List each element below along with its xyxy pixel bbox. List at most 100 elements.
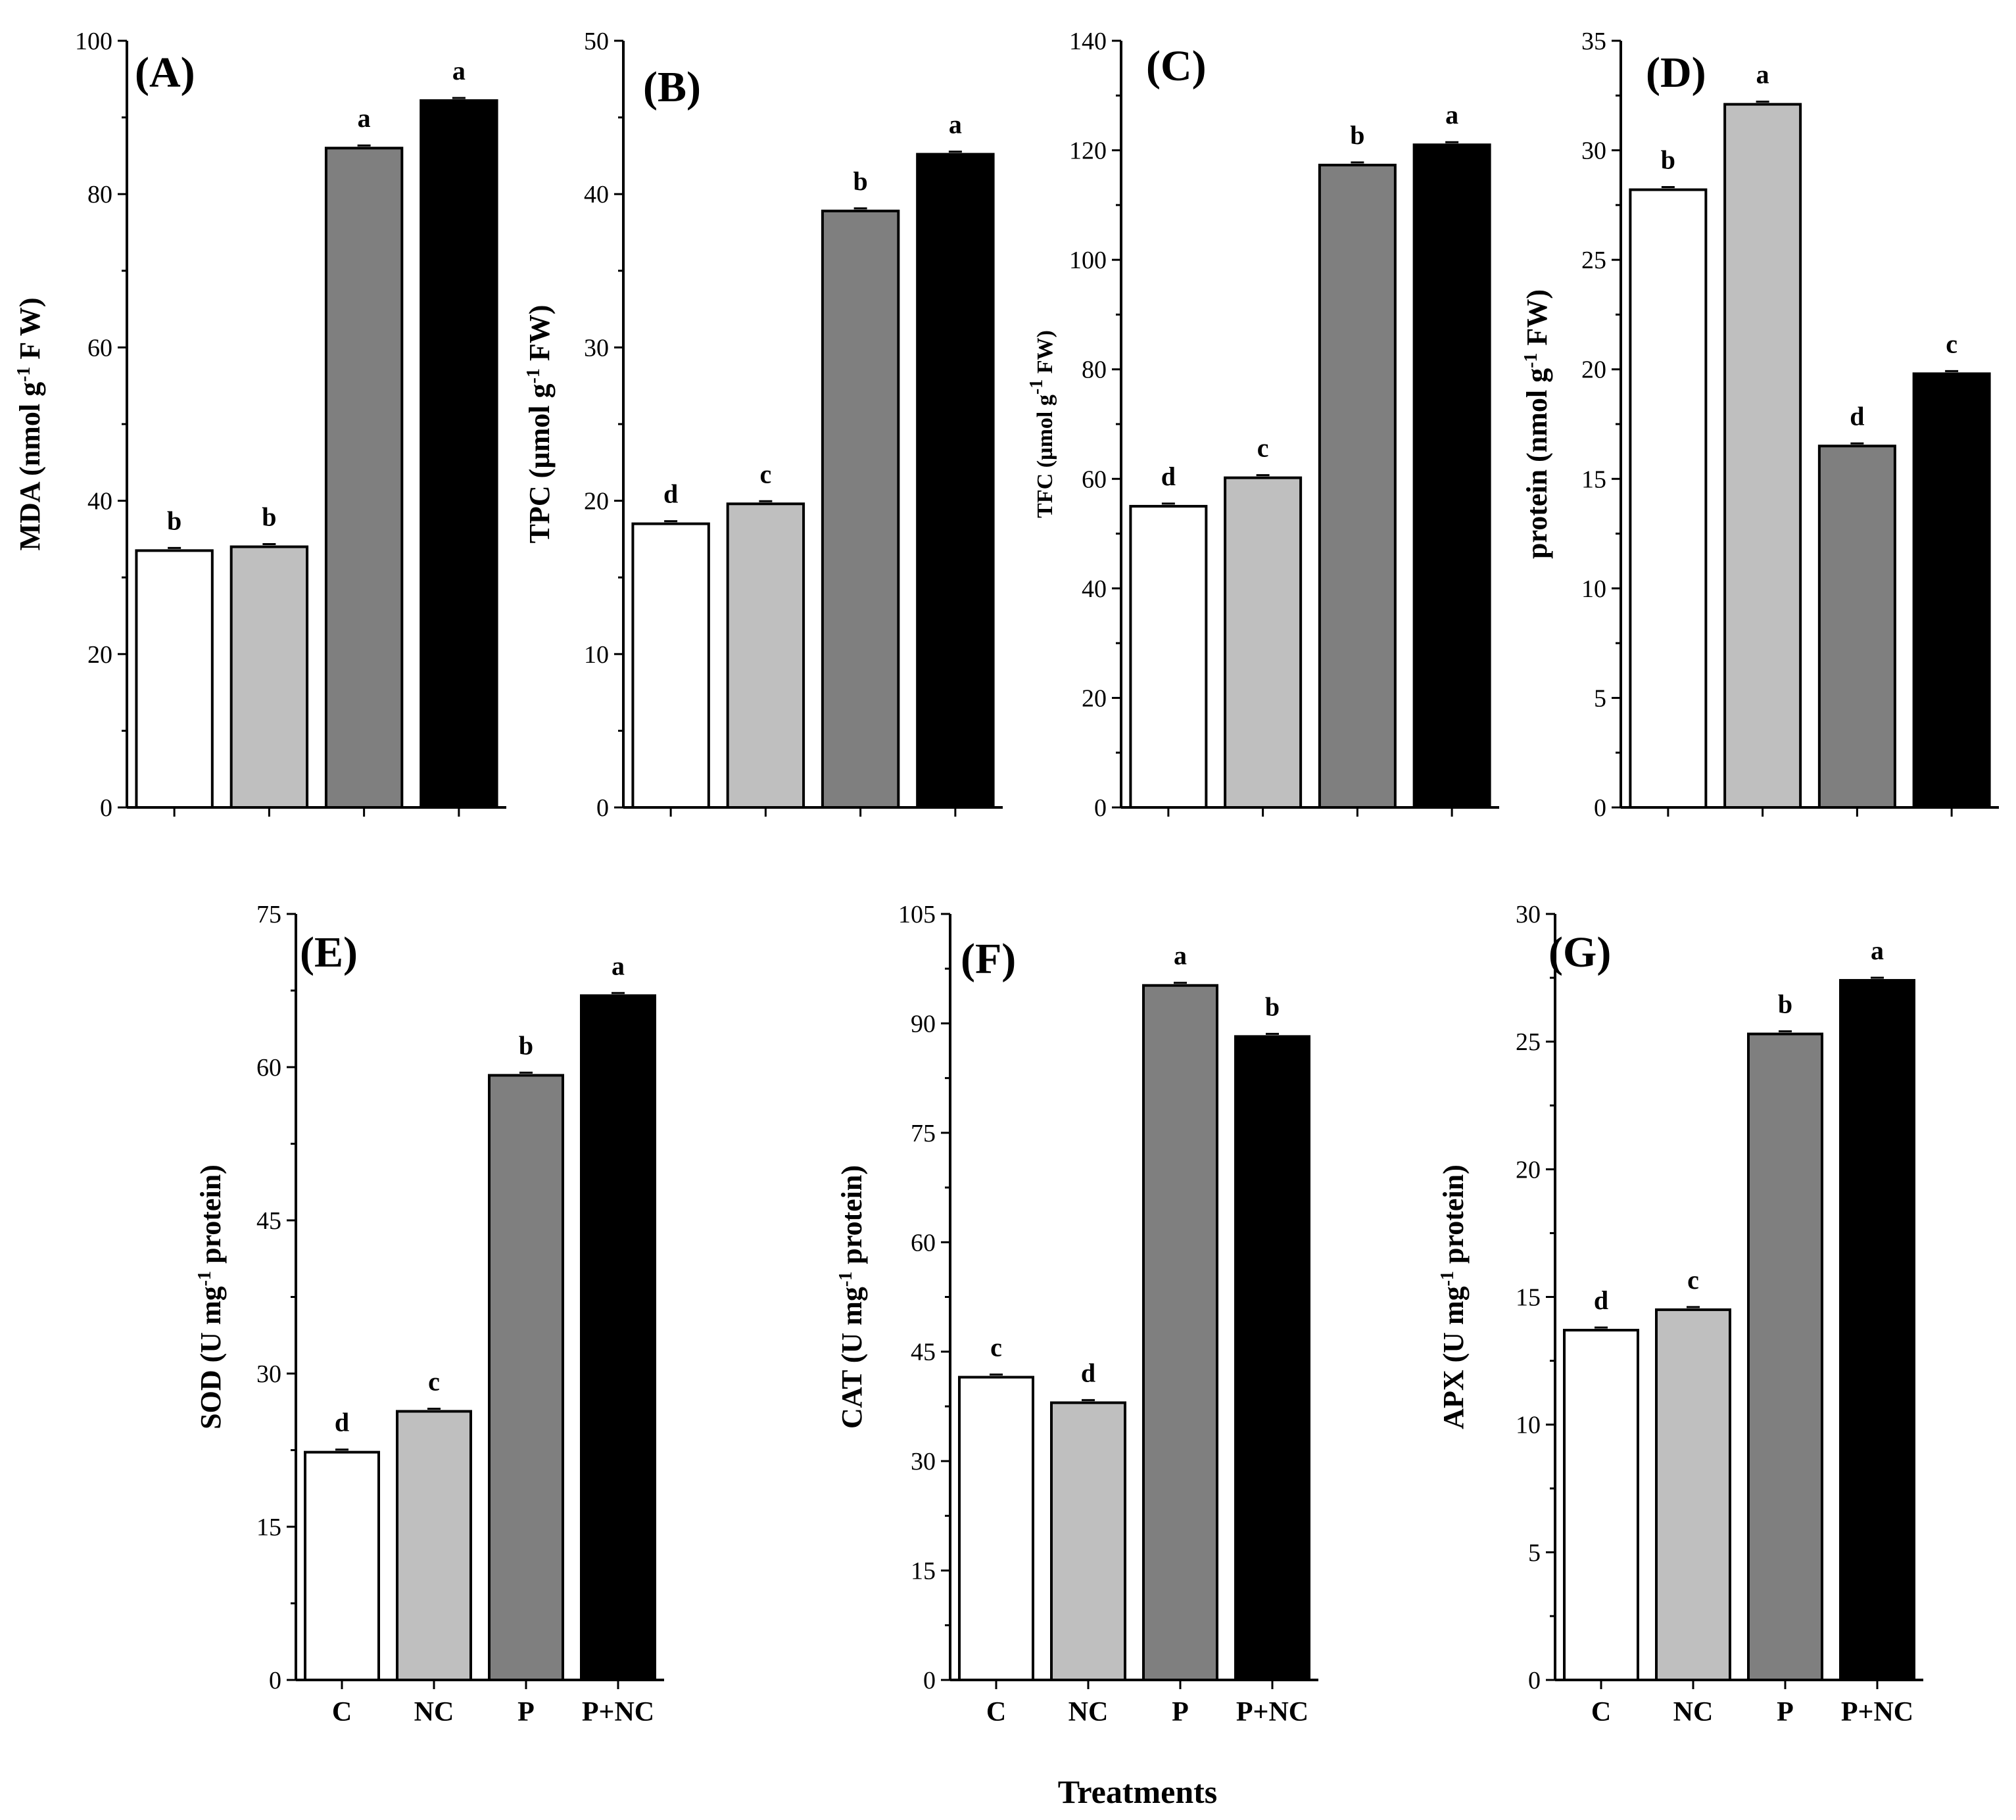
panel-label: (G) xyxy=(1548,928,1611,976)
y-axis-label: TFC (µmol g-1 FW) xyxy=(1026,330,1058,518)
bar-nc xyxy=(1224,476,1303,809)
panel-b: 0 10 20 30 40 50 d c b a (B) TPC (µmol g-1 FW) xyxy=(523,28,1003,822)
y-tick-label: 20 xyxy=(584,488,609,515)
y-tick-label: 100 xyxy=(1069,247,1107,274)
y-axis-label: APX (U mg-1 protein) xyxy=(1437,1164,1470,1429)
y-tick-label: 40 xyxy=(87,488,112,515)
y-tick-label: 20 xyxy=(1516,1156,1541,1184)
y-tick-label: 60 xyxy=(911,1229,936,1257)
category-label: C xyxy=(986,1697,1006,1727)
y-tick-label: 45 xyxy=(256,1207,281,1235)
significance-letter: c xyxy=(990,1333,1002,1362)
significance-letter: c xyxy=(1946,329,1957,358)
panel-f: 0 15 30 45 60 75 90 105 c Cd NC a Pb P+NC (F) CAT (U mg… xyxy=(836,901,1318,1727)
y-tick-label: 75 xyxy=(911,1120,936,1147)
bar-c xyxy=(631,522,710,809)
bar-c xyxy=(958,1376,1034,1681)
category-label: NC xyxy=(1673,1697,1714,1727)
y-tick-label: 30 xyxy=(584,334,609,362)
significance-letter: a xyxy=(1871,936,1884,965)
y-tick-label: 10 xyxy=(1581,575,1606,603)
y-tick-label: 50 xyxy=(584,28,609,55)
bar-p-plus-nc xyxy=(580,994,656,1681)
y-tick-label: 10 xyxy=(1516,1412,1541,1439)
x-axis-title: Treatments xyxy=(1058,1773,1218,1810)
y-tick-label: 20 xyxy=(87,641,112,669)
y-tick-label: 60 xyxy=(1082,466,1107,493)
bar-nc xyxy=(396,1410,472,1682)
significance-letter: b xyxy=(853,166,868,196)
significance-letter: b xyxy=(1778,990,1792,1019)
y-tick-label: 15 xyxy=(1516,1284,1541,1312)
category-label: NC xyxy=(414,1697,454,1727)
y-tick-label: 15 xyxy=(911,1558,936,1585)
y-tick-label: 30 xyxy=(256,1360,281,1388)
y-tick-label: 80 xyxy=(1082,356,1107,384)
bar-p xyxy=(1318,164,1397,809)
bar-nc xyxy=(1723,103,1802,809)
y-tick-label: 40 xyxy=(584,181,609,208)
category-label: P+NC xyxy=(1236,1697,1308,1727)
significance-letter: a xyxy=(1445,100,1458,130)
y-tick-label: 5 xyxy=(1594,684,1606,712)
significance-letter: d xyxy=(1594,1285,1608,1315)
y-tick-label: 0 xyxy=(1528,1667,1541,1694)
panel-label: (B) xyxy=(643,63,701,111)
category-label: NC xyxy=(1068,1697,1109,1727)
y-tick-label: 10 xyxy=(584,641,609,669)
y-tick-label: 25 xyxy=(1516,1028,1541,1056)
bar-c xyxy=(1629,188,1708,809)
y-tick-label: 0 xyxy=(923,1667,936,1694)
y-tick-label: 0 xyxy=(269,1667,281,1694)
y-tick-label: 20 xyxy=(1082,684,1107,712)
y-tick-label: 15 xyxy=(1581,466,1606,493)
y-tick-label: 80 xyxy=(87,181,112,208)
significance-letter: a xyxy=(1174,941,1187,970)
y-tick-label: 15 xyxy=(256,1514,281,1541)
y-tick-label: 100 xyxy=(75,28,112,55)
significance-letter: d xyxy=(1161,462,1176,491)
significance-letter: c xyxy=(759,459,771,489)
y-axis-label: CAT (U mg-1 protein) xyxy=(836,1165,869,1429)
significance-letter: d xyxy=(1850,401,1864,431)
bar-p-plus-nc xyxy=(916,153,995,809)
bar-p-plus-nc xyxy=(1839,978,1915,1681)
y-tick-label: 75 xyxy=(256,901,281,928)
category-label: C xyxy=(1591,1697,1611,1727)
panel-label: (C) xyxy=(1146,42,1207,90)
y-tick-label: 90 xyxy=(911,1010,936,1038)
bar-p-plus-nc xyxy=(420,99,498,809)
significance-letter: d xyxy=(663,479,678,509)
significance-letter: a xyxy=(452,56,466,85)
panel-g: 0 5 10 15 20 25 30 d Cc NC b Pa P+NC (G) APX (U mg-1 p… xyxy=(1437,901,1923,1727)
significance-letter: b xyxy=(167,506,181,535)
category-label: P xyxy=(1777,1697,1794,1727)
panel-a: 0 20 40 60 80 100 b b a a (A) MDA (nmol g-1 F W) xyxy=(14,28,506,822)
bar-p xyxy=(1747,1032,1823,1682)
bar-p-plus-nc xyxy=(1412,143,1491,809)
significance-letter: a xyxy=(358,103,371,133)
significance-letter: b xyxy=(1350,120,1364,150)
y-tick-label: 30 xyxy=(1581,137,1606,165)
panel-c: 0 20 40 60 80 100 120 140 d c b a (C) TFC (µmol g-1 F… xyxy=(1026,28,1499,822)
bar-p-plus-nc xyxy=(1234,1035,1310,1681)
panel-label: (D) xyxy=(1646,49,1706,97)
y-tick-label: 0 xyxy=(596,794,609,822)
bar-p-plus-nc xyxy=(1912,372,1991,809)
bar-c xyxy=(1129,504,1208,809)
bar-p xyxy=(1142,984,1218,1681)
category-label: P+NC xyxy=(582,1697,654,1727)
panel-label: (A) xyxy=(135,49,195,97)
y-tick-label: 30 xyxy=(1516,901,1541,928)
panel-d: 0 5 10 15 20 25 30 35 b a d c (D) protein (nmol g-1 F… xyxy=(1521,28,1999,822)
bar-p xyxy=(488,1074,564,1681)
significance-letter: d xyxy=(1081,1358,1095,1387)
significance-letter: b xyxy=(262,502,276,532)
panel-e: 0 15 30 45 60 75 d Cc NC b Pa P+NC (E) SOD (U mg-1 pr… xyxy=(195,901,664,1727)
panel-label: (F) xyxy=(961,935,1016,983)
y-axis-label: TPC (µmol g-1 FW) xyxy=(523,305,556,544)
bar-p xyxy=(1817,444,1896,809)
y-tick-label: 5 xyxy=(1528,1539,1541,1567)
category-label: P xyxy=(1172,1697,1189,1727)
